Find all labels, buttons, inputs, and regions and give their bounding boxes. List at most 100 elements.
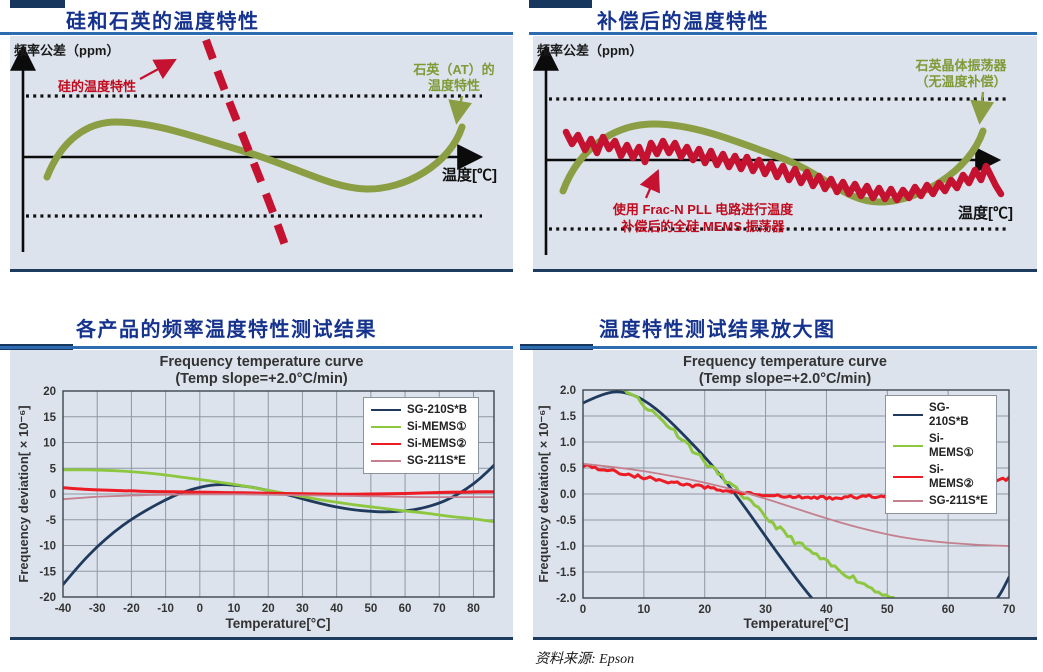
series-SG-211SE (583, 462, 1009, 547)
legend-line-sample (371, 425, 401, 429)
y-tick-label: -1.5 (556, 567, 576, 579)
x-tick-label: 80 (467, 603, 480, 615)
corner-bar-top-right (529, 0, 592, 8)
series-SG-211SE (63, 493, 494, 501)
y-tick-label: -20 (39, 592, 56, 604)
y-tick-label: -15 (39, 566, 56, 578)
x-tick-label: 70 (1003, 604, 1016, 616)
y-axis-label: 频率公差（ppm） (537, 43, 643, 58)
panel-title-zoomed-results: 温度特性测试结果放大图 (599, 317, 836, 341)
y-tick-label: 10 (43, 438, 56, 450)
x-tick-label: 20 (262, 603, 275, 615)
y-tick-label: 1.5 (560, 411, 577, 423)
y-tick-label: 15 (43, 412, 56, 424)
x-tick-label: -40 (55, 603, 72, 615)
series-Si-MEMS (63, 486, 494, 496)
silicon-dashed-line (202, 38, 292, 256)
chart-title: Frequency temperature curve (159, 354, 364, 370)
legend-line-sample (893, 500, 923, 502)
panel-title-silicon-quartz: 硅和石英的温度特性 (66, 9, 260, 33)
legend-line-sample (371, 460, 401, 462)
quartz-label-arrow-icon (448, 95, 472, 125)
chart-subtitle: (Temp slope=+2.0°C/min) (175, 371, 348, 387)
silicon-quartz-diagram (10, 38, 484, 256)
x-tick-label: 0 (197, 603, 203, 615)
x-tick-label: 30 (759, 604, 772, 616)
legend-label: Si-MEMS① (407, 421, 467, 433)
x-tick-label: 70 (433, 603, 446, 615)
y-tick-label: 20 (43, 386, 56, 398)
x-tick-label: 50 (881, 604, 894, 616)
legend-item: SG-210S*B (893, 401, 988, 429)
legend-item: Si-MEMS① (893, 432, 988, 460)
x-axis-label: 温度[℃] (958, 205, 1013, 222)
x-axis-label: 温度[℃] (442, 167, 497, 184)
legend-line-sample (893, 475, 923, 479)
quartz-curve-label-line1: 石英（AT）的 (413, 62, 495, 77)
quartz-curve-label-line2: 温度特性 (427, 78, 480, 93)
mems-oscillator-label-line1: 使用 Frac-N PLL 电路进行温度 (612, 202, 794, 217)
chart-panel-zoomed: Frequency temperature curve (Temp slope=… (533, 350, 1037, 640)
x-tick-label: 20 (698, 604, 711, 616)
panel-title-test-results: 各产品的频率温度特性测试结果 (76, 317, 377, 341)
x-tick-label: -10 (157, 603, 174, 615)
x-tick-label: 60 (942, 604, 955, 616)
x-tick-label: 50 (364, 603, 377, 615)
corner-bar-top-left (10, 0, 65, 8)
quartz-curve-label: 石英（AT）的 温度特性 (400, 62, 508, 94)
legend-item: SG-210S*B (371, 403, 470, 417)
panel-title-compensated: 补偿后的温度特性 (597, 9, 769, 33)
x-tick-label: 40 (330, 603, 343, 615)
silicon-curve-label: 硅的温度特性 (58, 79, 137, 94)
x-tick-label: 10 (228, 603, 241, 615)
legend-label: Si-MEMS② (407, 438, 467, 450)
legend: SG-210S*B Si-MEMS① Si-MEMS② SG-211S*E (363, 397, 479, 474)
y-axis-label: 频率公差（ppm） (14, 43, 120, 58)
y-tick-label: -1.0 (556, 541, 576, 553)
legend-line-sample (371, 442, 401, 446)
y-tick-label: 5 (50, 463, 57, 475)
mems-label-arrow-icon (639, 168, 660, 199)
x-tick-label: 0 (580, 604, 586, 616)
quartz-label-arrow-icon (970, 91, 995, 125)
title-underline-top-right (529, 32, 1037, 35)
y-tick-label: -5 (46, 515, 57, 527)
legend-line-sample (893, 444, 923, 448)
quartz-curve (43, 118, 466, 193)
compensated-diagram (533, 44, 1007, 255)
quartz-oscillator-label: 石英晶体振荡器 （无温度补偿） (891, 58, 1031, 90)
title-underline-top-left (0, 32, 513, 35)
legend-label: SG-211S*E (929, 495, 988, 507)
x-tick-label: 30 (296, 603, 309, 615)
legend-item: SG-211S*E (371, 454, 470, 468)
chart-x-axis-label: Temperature[°C] (743, 616, 849, 631)
diagram-panel-compensated: 频率公差（ppm） 石英晶体振荡器 （无温度补偿） 使用 Frac-N PLL … (533, 36, 1037, 272)
legend-item: Si-MEMS② (893, 463, 988, 491)
chart-panel-full-range: Frequency temperature curve (Temp slope=… (10, 350, 513, 640)
chart-subtitle: (Temp slope=+2.0°C/min) (698, 371, 872, 387)
legend-line-sample (893, 413, 923, 417)
title-underline-bottom-left (0, 346, 513, 349)
y-tick-label: -0.5 (556, 515, 576, 527)
mems-oscillator-label: 使用 Frac-N PLL 电路进行温度 补偿后的全硅 MEMS 振荡器 (563, 201, 843, 235)
x-tick-label: -30 (89, 603, 106, 615)
quartz-oscillator-label-line2: （无温度补偿） (915, 74, 1007, 89)
y-tick-label: 0 (50, 489, 56, 501)
y-tick-label: -2.0 (556, 593, 576, 605)
legend-label: SG-210S*B (929, 402, 969, 428)
x-tick-label: -20 (123, 603, 140, 615)
chart-y-axis-label: Frequency deviation[ × 10⁻⁶] (536, 405, 551, 583)
quartz-oscillator-label-line1: 石英晶体振荡器 (915, 58, 1007, 73)
y-tick-label: 0.0 (560, 489, 576, 501)
y-tick-label: 1.0 (560, 437, 576, 449)
x-tick-label: 40 (820, 604, 833, 616)
y-tick-label: 0.5 (560, 463, 577, 475)
x-tick-label: 60 (399, 603, 412, 615)
silicon-label-arrow-icon (139, 58, 177, 80)
series-SG-210SB (583, 390, 1009, 598)
legend-label: SG-210S*B (407, 404, 468, 416)
legend: SG-210S*B Si-MEMS① Si-MEMS② SG-211S*E (885, 395, 997, 514)
source-note: 资料来源: Epson (535, 652, 635, 667)
legend-item: Si-MEMS① (371, 420, 470, 434)
